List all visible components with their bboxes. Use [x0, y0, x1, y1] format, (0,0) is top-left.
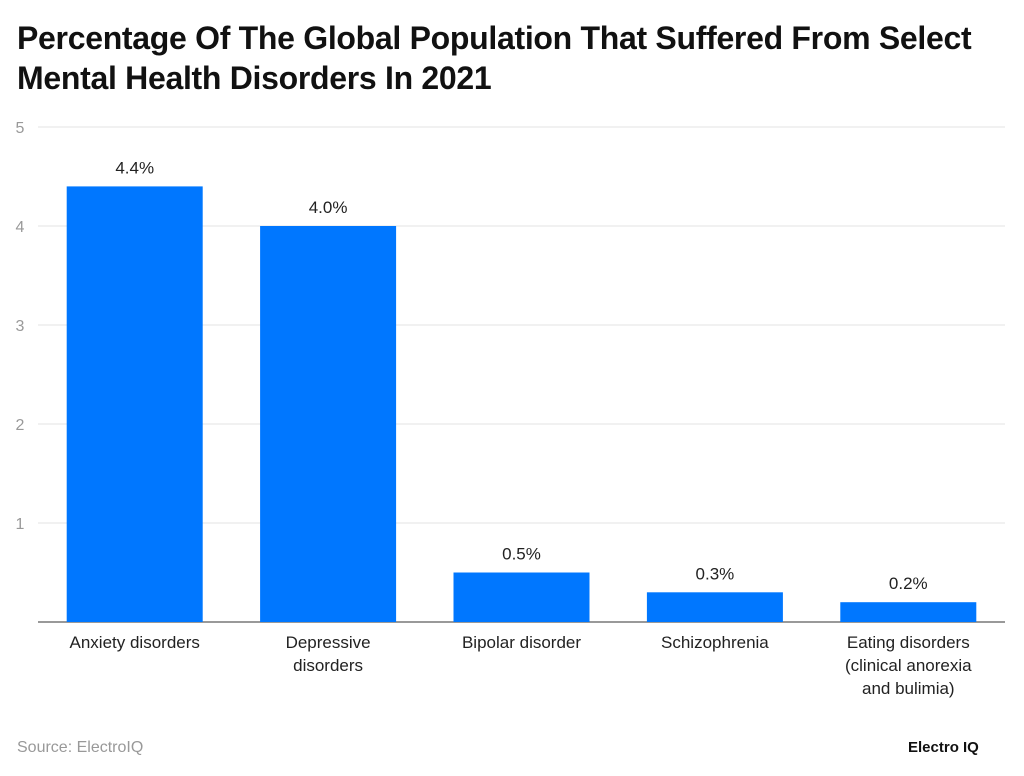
chart-title: Percentage Of The Global Population That… [17, 20, 972, 96]
data-label: 4.0% [309, 198, 348, 217]
x-tick-label: disorders [293, 656, 363, 675]
bar [453, 572, 590, 622]
x-tick-label: Depressive [286, 633, 371, 652]
data-label: 0.2% [889, 574, 928, 593]
bar [840, 602, 977, 622]
x-tick-label: Anxiety disorders [70, 633, 200, 652]
x-tick-label: Eating disorders [847, 633, 970, 652]
bar [260, 226, 397, 622]
bar [646, 592, 783, 622]
electroiq-logo: Electro IQ [908, 739, 979, 756]
data-label: 4.4% [115, 158, 154, 177]
y-tick-label: 1 [16, 516, 25, 533]
x-tick-label: (clinical anorexia [845, 656, 972, 675]
x-tick-label: and bulimia) [862, 679, 955, 698]
source-note: Source: ElectroIQ [17, 739, 144, 756]
x-tick-label: Bipolar disorder [462, 633, 581, 652]
x-tick-label: Schizophrenia [661, 633, 769, 652]
y-tick-label: 2 [16, 417, 25, 434]
data-label: 0.5% [502, 545, 541, 564]
y-tick-label: 3 [16, 318, 25, 335]
y-tick-label: 4 [16, 219, 25, 236]
bar [66, 186, 203, 622]
y-tick-label: 5 [16, 120, 25, 137]
data-label: 0.3% [696, 564, 735, 583]
